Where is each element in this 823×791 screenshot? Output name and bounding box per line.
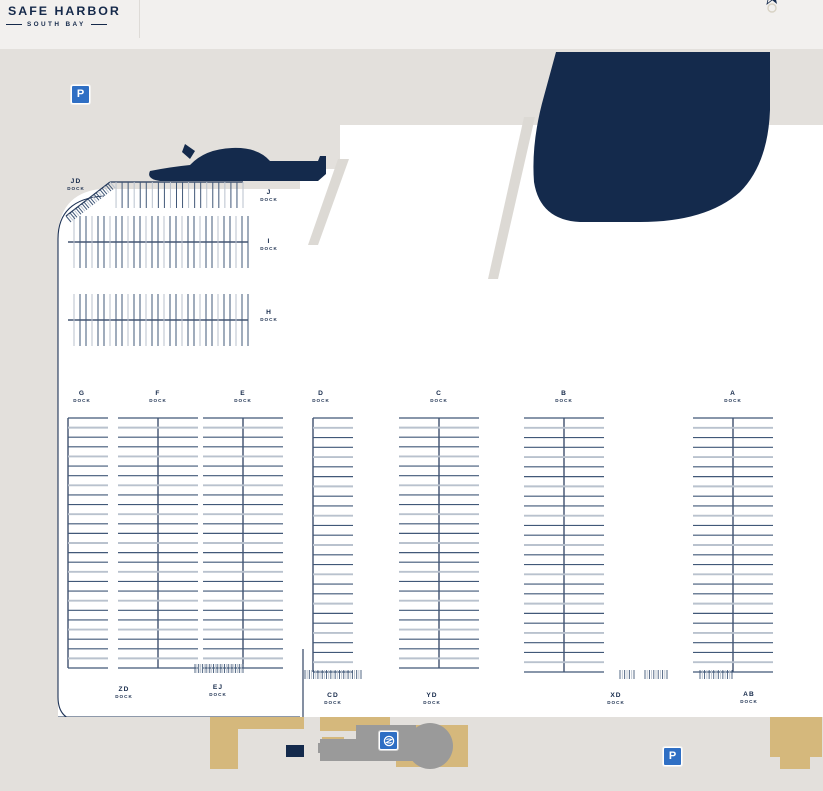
dock-label-word: DOCK [149, 398, 167, 403]
pier-f [118, 417, 198, 669]
pier-c [399, 417, 479, 669]
dock-label-word: DOCK [260, 317, 278, 322]
dock-cd[interactable]: CD DOCK [324, 692, 342, 706]
dock-label-id: I [267, 238, 271, 245]
dock-g[interactable]: G DOCK [73, 390, 91, 404]
landmass-sliver [182, 144, 195, 159]
brand-logo[interactable]: SAFE HARBOR SOUTH BAY [4, 4, 124, 44]
south-comb-slips [194, 664, 733, 679]
building-tan-corner [780, 749, 808, 767]
shore-buildings [0, 717, 823, 791]
dock-e[interactable]: E DOCK [234, 390, 252, 404]
header-divider [139, 0, 140, 38]
dock-c[interactable]: C DOCK [430, 390, 448, 404]
dock-label-word: DOCK [324, 700, 342, 705]
fuel-pump-icon [383, 735, 394, 746]
brand-location: SOUTH BAY [27, 21, 86, 28]
dock-label-id: F [155, 390, 161, 397]
dock-label-word: DOCK [234, 398, 252, 403]
dock-label-id: D [318, 390, 324, 397]
pier-e [203, 417, 283, 669]
dock-label-id: E [240, 390, 246, 397]
brand-sub-wrap: SOUTH BAY [4, 21, 124, 28]
dock-label-word: DOCK [607, 700, 625, 705]
dock-label-word: DOCK [209, 692, 227, 697]
building-tan-west-strip [210, 717, 304, 729]
landmass-northeast [533, 52, 770, 222]
dock-a[interactable]: A DOCK [724, 390, 742, 404]
comb-ab [699, 670, 733, 679]
dock-label-word: DOCK [430, 398, 448, 403]
building-gray-round [407, 723, 453, 769]
comb-xd2 [644, 670, 668, 679]
breakwater-west [308, 159, 349, 245]
north-piers-layer [68, 181, 249, 346]
jd-dock [65, 181, 116, 223]
dock-d[interactable]: D DOCK [312, 390, 330, 404]
main-piers-layer [67, 417, 773, 673]
pier-b [524, 417, 604, 673]
dock-ab[interactable]: AB DOCK [740, 691, 758, 705]
dock-j[interactable]: J DOCK [260, 189, 278, 203]
dock-ej[interactable]: EJ DOCK [209, 684, 227, 698]
dock-label-word: DOCK [260, 197, 278, 202]
parking-marker-south[interactable]: P [663, 747, 682, 766]
dock-label-word: DOCK [724, 398, 742, 403]
logo-rule-right [90, 24, 107, 25]
dock-i[interactable]: I DOCK [260, 238, 278, 252]
dock-label-word: DOCK [312, 398, 330, 403]
dock-label-word: DOCK [423, 700, 441, 705]
dock-label-id: B [561, 390, 567, 397]
comb-cd [304, 670, 362, 679]
dock-f[interactable]: F DOCK [149, 390, 167, 404]
dock-yd[interactable]: YD DOCK [423, 692, 441, 706]
dock-label-id: YD [426, 692, 438, 699]
comb-ej [194, 664, 244, 673]
pier-j [110, 181, 244, 208]
dock-label-id: C [436, 390, 442, 397]
dock-label-id: A [730, 390, 736, 397]
breakwater-east [488, 117, 535, 279]
map-header-bar: SAFE HARBOR SOUTH BAY [0, 0, 823, 49]
dock-zd[interactable]: ZD DOCK [115, 686, 133, 700]
dock-label-id: J [266, 189, 272, 196]
dock-label-id: AB [743, 691, 755, 698]
dock-label-word: DOCK [260, 246, 278, 251]
pier-i [68, 216, 249, 268]
dock-label-id: XD [610, 692, 622, 699]
dock-label-word: DOCK [740, 699, 758, 704]
dock-label-id: EJ [212, 684, 224, 691]
dock-b[interactable]: B DOCK [555, 390, 573, 404]
dock-label-id: JD [70, 178, 82, 185]
dock-label-word: DOCK [67, 186, 85, 191]
pier-g [67, 417, 108, 669]
dock-label-id: G [78, 390, 86, 397]
logo-rule-left [6, 24, 22, 25]
brand-name: SAFE HARBOR [8, 4, 121, 18]
dock-label-id: H [266, 309, 272, 316]
landmass-northwest [149, 147, 326, 181]
parking-marker-north[interactable]: P [71, 85, 90, 104]
dock-jd[interactable]: JD DOCK [67, 178, 85, 192]
dock-label-word: DOCK [115, 694, 133, 699]
parking-icon: P [668, 750, 677, 762]
comb-xd [619, 670, 635, 679]
dock-label-word: DOCK [555, 398, 573, 403]
dock-label-id: ZD [118, 686, 130, 693]
dock-label-word: DOCK [73, 398, 91, 403]
pier-d [312, 417, 353, 673]
dock-xd[interactable]: XD DOCK [607, 692, 625, 706]
pier-a [693, 417, 773, 673]
dock-h[interactable]: H DOCK [260, 309, 278, 323]
parking-icon: P [76, 88, 85, 100]
building-navy-small [286, 745, 304, 757]
marina-basemap [0, 49, 823, 791]
dock-label-id: CD [327, 692, 339, 699]
pier-h [68, 294, 249, 346]
fuel-dock-marker[interactable] [379, 731, 398, 750]
north-arrow-icon [766, 0, 777, 13]
building-gray-wing [318, 743, 370, 753]
